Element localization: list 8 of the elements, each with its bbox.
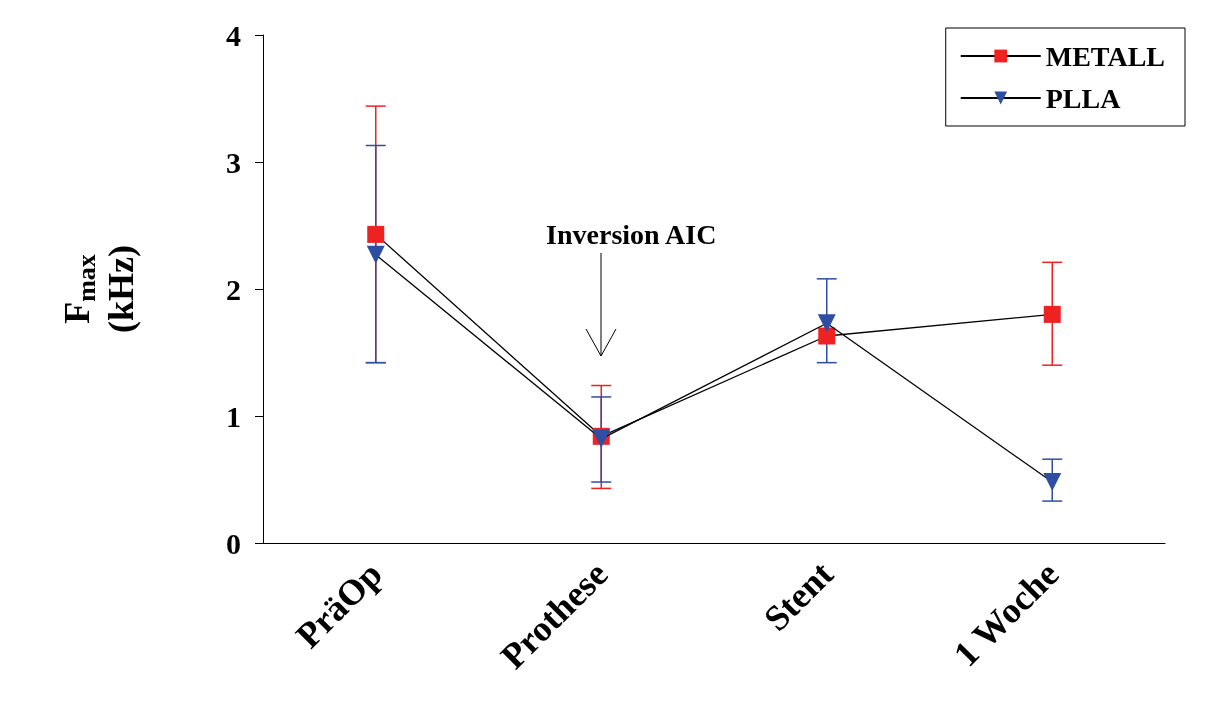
y-tick-label: 1: [226, 399, 241, 433]
y-tick-label: 0: [226, 526, 241, 560]
legend-label: METALL: [1045, 40, 1166, 72]
y-tick-label: 3: [226, 145, 241, 179]
annotation: Inversion AIC: [546, 218, 717, 250]
y-tick-label: 4: [226, 18, 241, 52]
y-tick-label: 2: [226, 272, 241, 306]
legend-label: PLLA: [1045, 82, 1122, 114]
